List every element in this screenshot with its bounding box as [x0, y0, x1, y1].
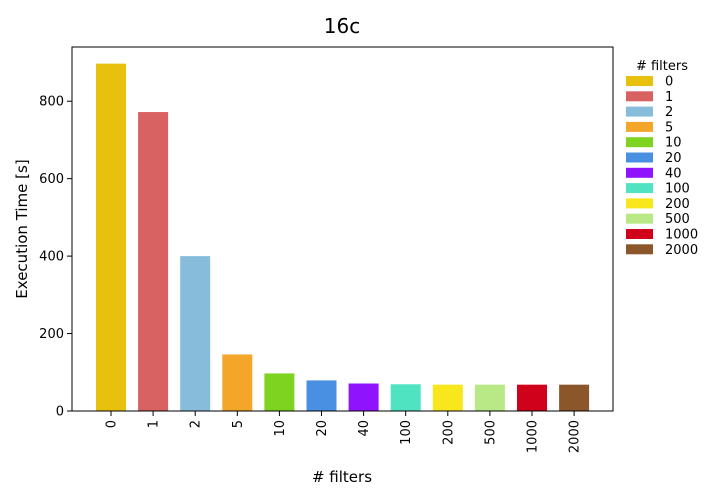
x-axis-label: # filters	[312, 468, 372, 486]
legend-label: 500	[665, 212, 690, 227]
x-tick-label: 40	[357, 420, 372, 437]
x-tick-label: 0	[105, 420, 120, 428]
legend-label: 200	[665, 197, 690, 212]
bar	[432, 384, 463, 411]
legend-label: 0	[665, 75, 673, 90]
legend-label: 5	[665, 120, 673, 135]
legend-label: 1000	[665, 228, 698, 243]
x-tick-label: 2000	[568, 420, 583, 453]
x-tick-label: 5	[231, 420, 246, 428]
bar	[474, 384, 505, 411]
legend-title: # filters	[636, 59, 688, 74]
bar	[264, 373, 295, 411]
bar	[306, 380, 337, 411]
x-tick-label: 500	[483, 420, 498, 445]
legend-label: 2	[665, 105, 673, 120]
legend-label: 100	[665, 182, 690, 197]
x-tick-label: 1000	[526, 420, 541, 453]
legend-swatch	[626, 91, 653, 102]
y-tick-label: 800	[39, 95, 64, 110]
y-tick-label: 600	[39, 172, 64, 187]
legend-swatch	[626, 198, 653, 209]
legend-swatch	[626, 152, 653, 163]
y-axis-label: Execution Time [s]	[13, 159, 31, 298]
legend-label: 40	[665, 166, 682, 181]
x-tick-label: 200	[441, 420, 456, 445]
legend-swatch	[626, 213, 653, 224]
chart-title: 16c	[324, 14, 360, 38]
legend-swatch	[626, 244, 653, 255]
bar	[138, 112, 169, 411]
legend-swatch	[626, 183, 653, 194]
plot-frame	[71, 46, 614, 412]
x-tick-label: 20	[315, 420, 330, 437]
plot-area: 0 200 400 600 800 0 1 2 5 10 20 40 100 200 500 1000 2000	[39, 63, 590, 453]
legend-swatch	[626, 76, 653, 86]
bar	[96, 63, 126, 411]
y-tick-label: 400	[39, 250, 64, 265]
bar	[559, 384, 590, 411]
x-tick-label: 1	[147, 420, 162, 428]
bar	[222, 354, 253, 411]
x-tick-label: 10	[273, 420, 288, 437]
legend-swatch	[626, 121, 653, 132]
y-tick-label: 200	[39, 327, 64, 342]
bar	[180, 256, 211, 411]
bar	[517, 384, 547, 411]
legend-swatch	[626, 106, 653, 117]
bar	[390, 384, 421, 411]
legend-swatch	[626, 167, 653, 178]
legend-label: 1	[665, 90, 673, 105]
bar	[348, 383, 379, 411]
legend-swatch	[626, 229, 653, 239]
x-tick-label: 2	[189, 420, 204, 428]
legend-label: 20	[665, 151, 682, 166]
legend-label: 10	[665, 136, 682, 151]
legend-swatch	[626, 137, 653, 148]
y-tick-label: 0	[56, 405, 64, 420]
x-tick-label: 100	[399, 420, 414, 445]
legend-label: 2000	[665, 243, 698, 258]
